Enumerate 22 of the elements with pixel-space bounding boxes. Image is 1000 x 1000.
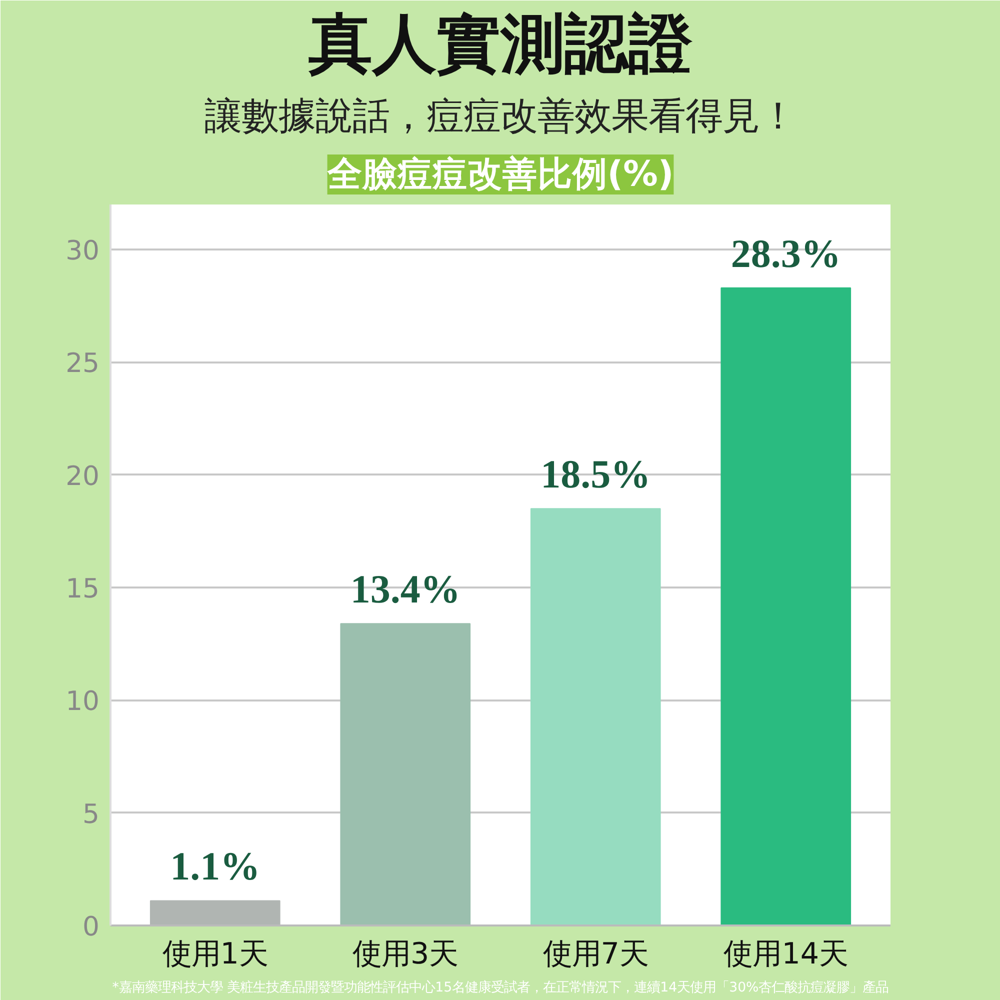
y-tick-label: 0 (82, 912, 100, 942)
bar (340, 623, 471, 926)
y-tick-label: 20 (66, 460, 100, 492)
x-tick-label: 使用7天 (542, 936, 648, 970)
y-tick-label: 15 (66, 574, 100, 605)
x-tick-label: 使用3天 (352, 936, 458, 970)
chart-title: 真人實測認證 (308, 8, 694, 82)
y-tick-label: 25 (66, 348, 100, 380)
y-tick-label: 5 (82, 798, 100, 830)
bar (720, 287, 852, 926)
y-tick-label: 10 (66, 686, 100, 718)
data-label: 28.3% (730, 230, 841, 276)
y-axis-title: 全臉痘痘改善比例(%) (326, 154, 674, 194)
y-tick-label: 30 (66, 236, 100, 267)
x-tick-label: 使用14天 (724, 936, 848, 970)
chart-subtitle: 讓數據說話，痘痘改善效果看得見！ (204, 94, 796, 138)
bar (530, 508, 661, 926)
data-label: 18.5% (540, 452, 651, 497)
x-tick-label: 使用1天 (162, 936, 268, 970)
text: *嘉南藥理科技大學 美粧生技產品開發暨功能性評估中心15名健康受試者，在正常情況下，連續14天使用「30%杏仁酸抗痘凝膠」產品 (112, 980, 889, 996)
data-label: 13.4% (350, 566, 460, 612)
data-label: 1.1% (170, 844, 260, 889)
